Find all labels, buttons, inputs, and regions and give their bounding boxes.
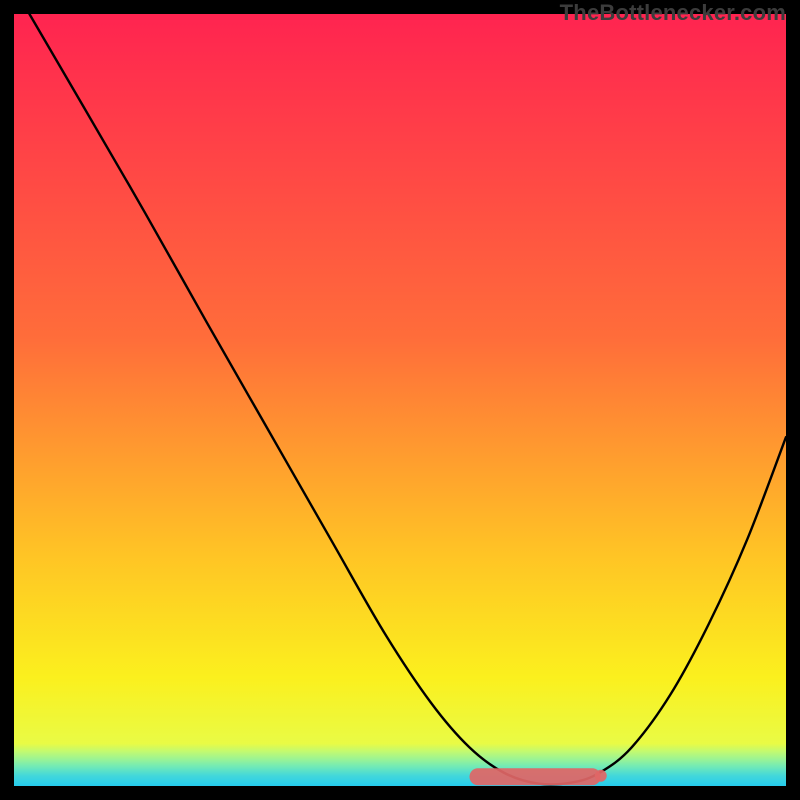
chart-container: TheBottlenecker.com xyxy=(0,0,800,800)
watermark-text: TheBottlenecker.com xyxy=(560,0,786,26)
plot-gradient-area xyxy=(14,14,786,786)
